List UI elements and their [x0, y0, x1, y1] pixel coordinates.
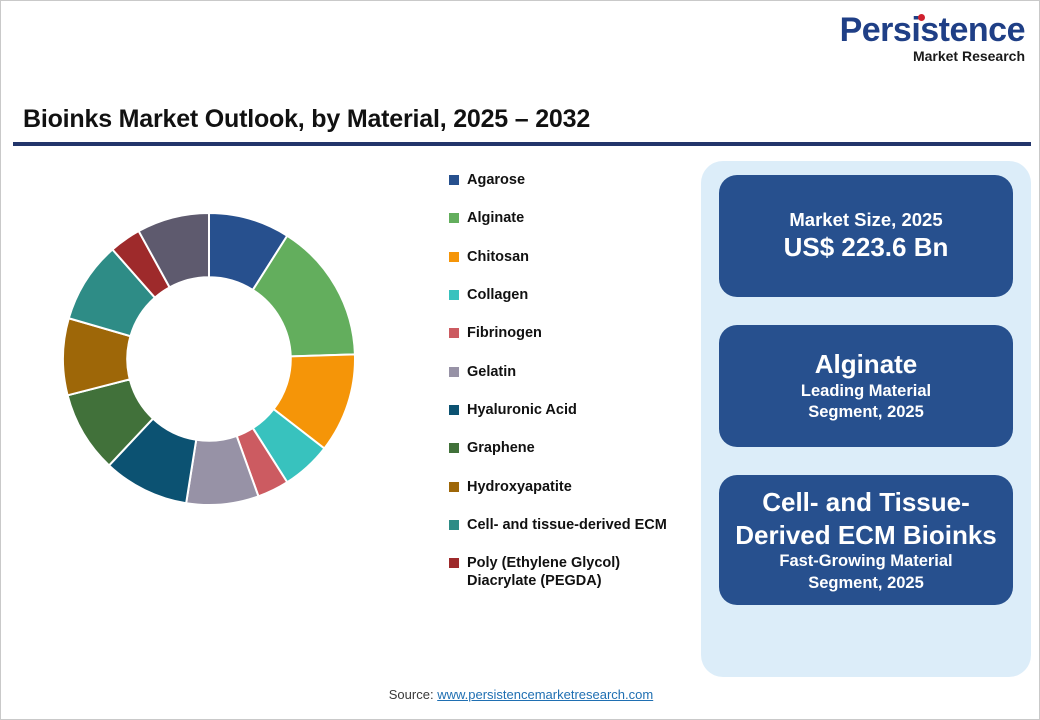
- source-link[interactable]: www.persistencemarketresearch.com: [437, 687, 654, 702]
- legend-item[interactable]: Hyaluronic Acid: [449, 401, 699, 419]
- legend-item-label: Chitosan: [467, 248, 530, 265]
- donut-slice[interactable]: [137, 213, 210, 289]
- title-divider: [13, 142, 1031, 146]
- legend-item[interactable]: Alginate: [449, 209, 699, 227]
- legend-item[interactable]: Collagen: [449, 286, 699, 304]
- donut-chart: [63, 213, 355, 505]
- legend-item-label: Cell- and tissue-derived ECM: [467, 516, 667, 533]
- kpi-card-subtext: Fast-Growing Material Segment, 2025: [779, 552, 953, 592]
- legend-item-label: Gelatin: [467, 363, 517, 380]
- logo-brand-label: Persistence: [839, 11, 1026, 49]
- legend-item[interactable]: Hydroxyapatite: [449, 478, 699, 496]
- chart-legend: Agarose Alginate Chitosan Collagen Fibrinoge…: [449, 171, 699, 611]
- legend-swatch-icon: [449, 443, 459, 454]
- legend-item[interactable]: Fibrinogen: [449, 324, 699, 342]
- source-footer: Source: www.persistencemarketresearch.co…: [1, 687, 1040, 702]
- donut-slice-group: [63, 213, 355, 505]
- kpi-card-heading: Alginate: [814, 349, 918, 380]
- legend-swatch-icon: [449, 481, 459, 492]
- kpi-panel: Market Size, 2025 US$ 223.6 Bn Alginate …: [701, 161, 1031, 677]
- legend-swatch-icon: [449, 213, 459, 224]
- kpi-card-fastest-growing-segment: Cell- and Tissue- Derived ECM Bioinks Fa…: [719, 475, 1013, 605]
- kpi-card-heading: Cell- and Tissue- Derived ECM Bioinks: [735, 487, 997, 550]
- legend-item[interactable]: Agarose: [449, 171, 699, 189]
- legend-item-label: Poly (Ethylene Glycol) Diacrylate (PEGDA…: [467, 555, 621, 590]
- legend-item-label: Hyaluronic Acid: [467, 401, 577, 418]
- legend-swatch-icon: [449, 558, 459, 569]
- kpi-card-market-size: Market Size, 2025 US$ 223.6 Bn: [719, 175, 1013, 297]
- source-label: Source:: [388, 687, 438, 702]
- legend-swatch-icon: [449, 366, 459, 377]
- logo-subtitle: Market Research: [912, 48, 1025, 64]
- legend-swatch-icon: [449, 175, 459, 185]
- kpi-card-subtext: Leading Material Segment, 2025: [800, 381, 932, 422]
- legend-item-label: Graphene: [467, 440, 535, 457]
- legend-item[interactable]: Graphene: [449, 439, 699, 457]
- legend-item-label: Fibrinogen: [467, 325, 542, 342]
- legend-swatch-icon: [449, 519, 459, 530]
- kpi-card-heading: Market Size, 2025: [789, 209, 943, 231]
- logo-brand-text: Persistence: [839, 11, 1026, 49]
- legend-item-label: Alginate: [467, 210, 525, 227]
- legend-swatch-icon: [449, 328, 459, 339]
- legend-item[interactable]: Gelatin: [449, 363, 699, 381]
- logo-accent-dot-icon: [917, 14, 925, 21]
- donut-chart-svg: [63, 213, 355, 505]
- legend-item[interactable]: Chitosan: [449, 248, 699, 266]
- legend-item-label: Agarose: [467, 172, 526, 188]
- legend-swatch-icon: [449, 251, 459, 262]
- legend-item[interactable]: Cell- and tissue-derived ECM: [449, 516, 699, 534]
- legend-swatch-icon: [449, 289, 459, 300]
- company-logo: Persistence Market Research: [839, 11, 1026, 64]
- legend-item[interactable]: Poly (Ethylene Glycol) Diacrylate (PEGDA…: [449, 554, 699, 590]
- legend-item-label: Collagen: [467, 286, 529, 303]
- legend-item-label: Hydroxyapatite: [467, 478, 572, 495]
- legend-swatch-icon: [449, 404, 459, 415]
- page-title: Bioinks Market Outlook, by Material, 202…: [23, 105, 591, 133]
- kpi-card-leading-segment: Alginate Leading Material Segment, 2025: [719, 325, 1013, 447]
- kpi-card-value: US$ 223.6 Bn: [783, 232, 949, 263]
